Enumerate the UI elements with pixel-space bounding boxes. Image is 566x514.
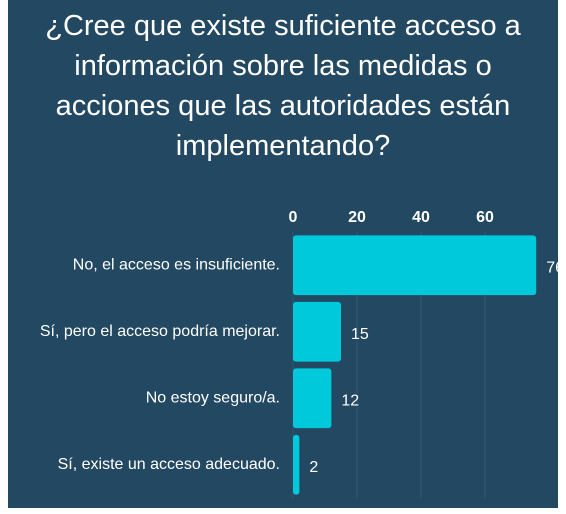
- value-label: 12: [341, 392, 359, 409]
- bar: [293, 301, 341, 362]
- bar: [293, 368, 332, 429]
- x-tick-label: 40: [412, 209, 430, 226]
- value-label: 15: [351, 326, 369, 343]
- bar: [293, 235, 537, 296]
- bar: [293, 434, 300, 495]
- chart-title: ¿Cree que existe suficiente acceso a inf…: [45, 10, 521, 162]
- x-tick-label: 60: [476, 209, 494, 226]
- x-tick-label: 0: [289, 209, 298, 226]
- value-label: 2: [309, 459, 318, 476]
- y-tick-label: Sí, existe un acceso adecuado.: [58, 456, 280, 473]
- value-label: 76: [546, 259, 564, 276]
- y-tick-label: Sí, pero el acceso podría mejorar.: [40, 323, 280, 340]
- y-tick-label: No estoy seguro/a.: [146, 389, 280, 406]
- x-tick-label: 20: [348, 209, 366, 226]
- y-tick-label: No, el acceso es insuficiente.: [73, 256, 280, 273]
